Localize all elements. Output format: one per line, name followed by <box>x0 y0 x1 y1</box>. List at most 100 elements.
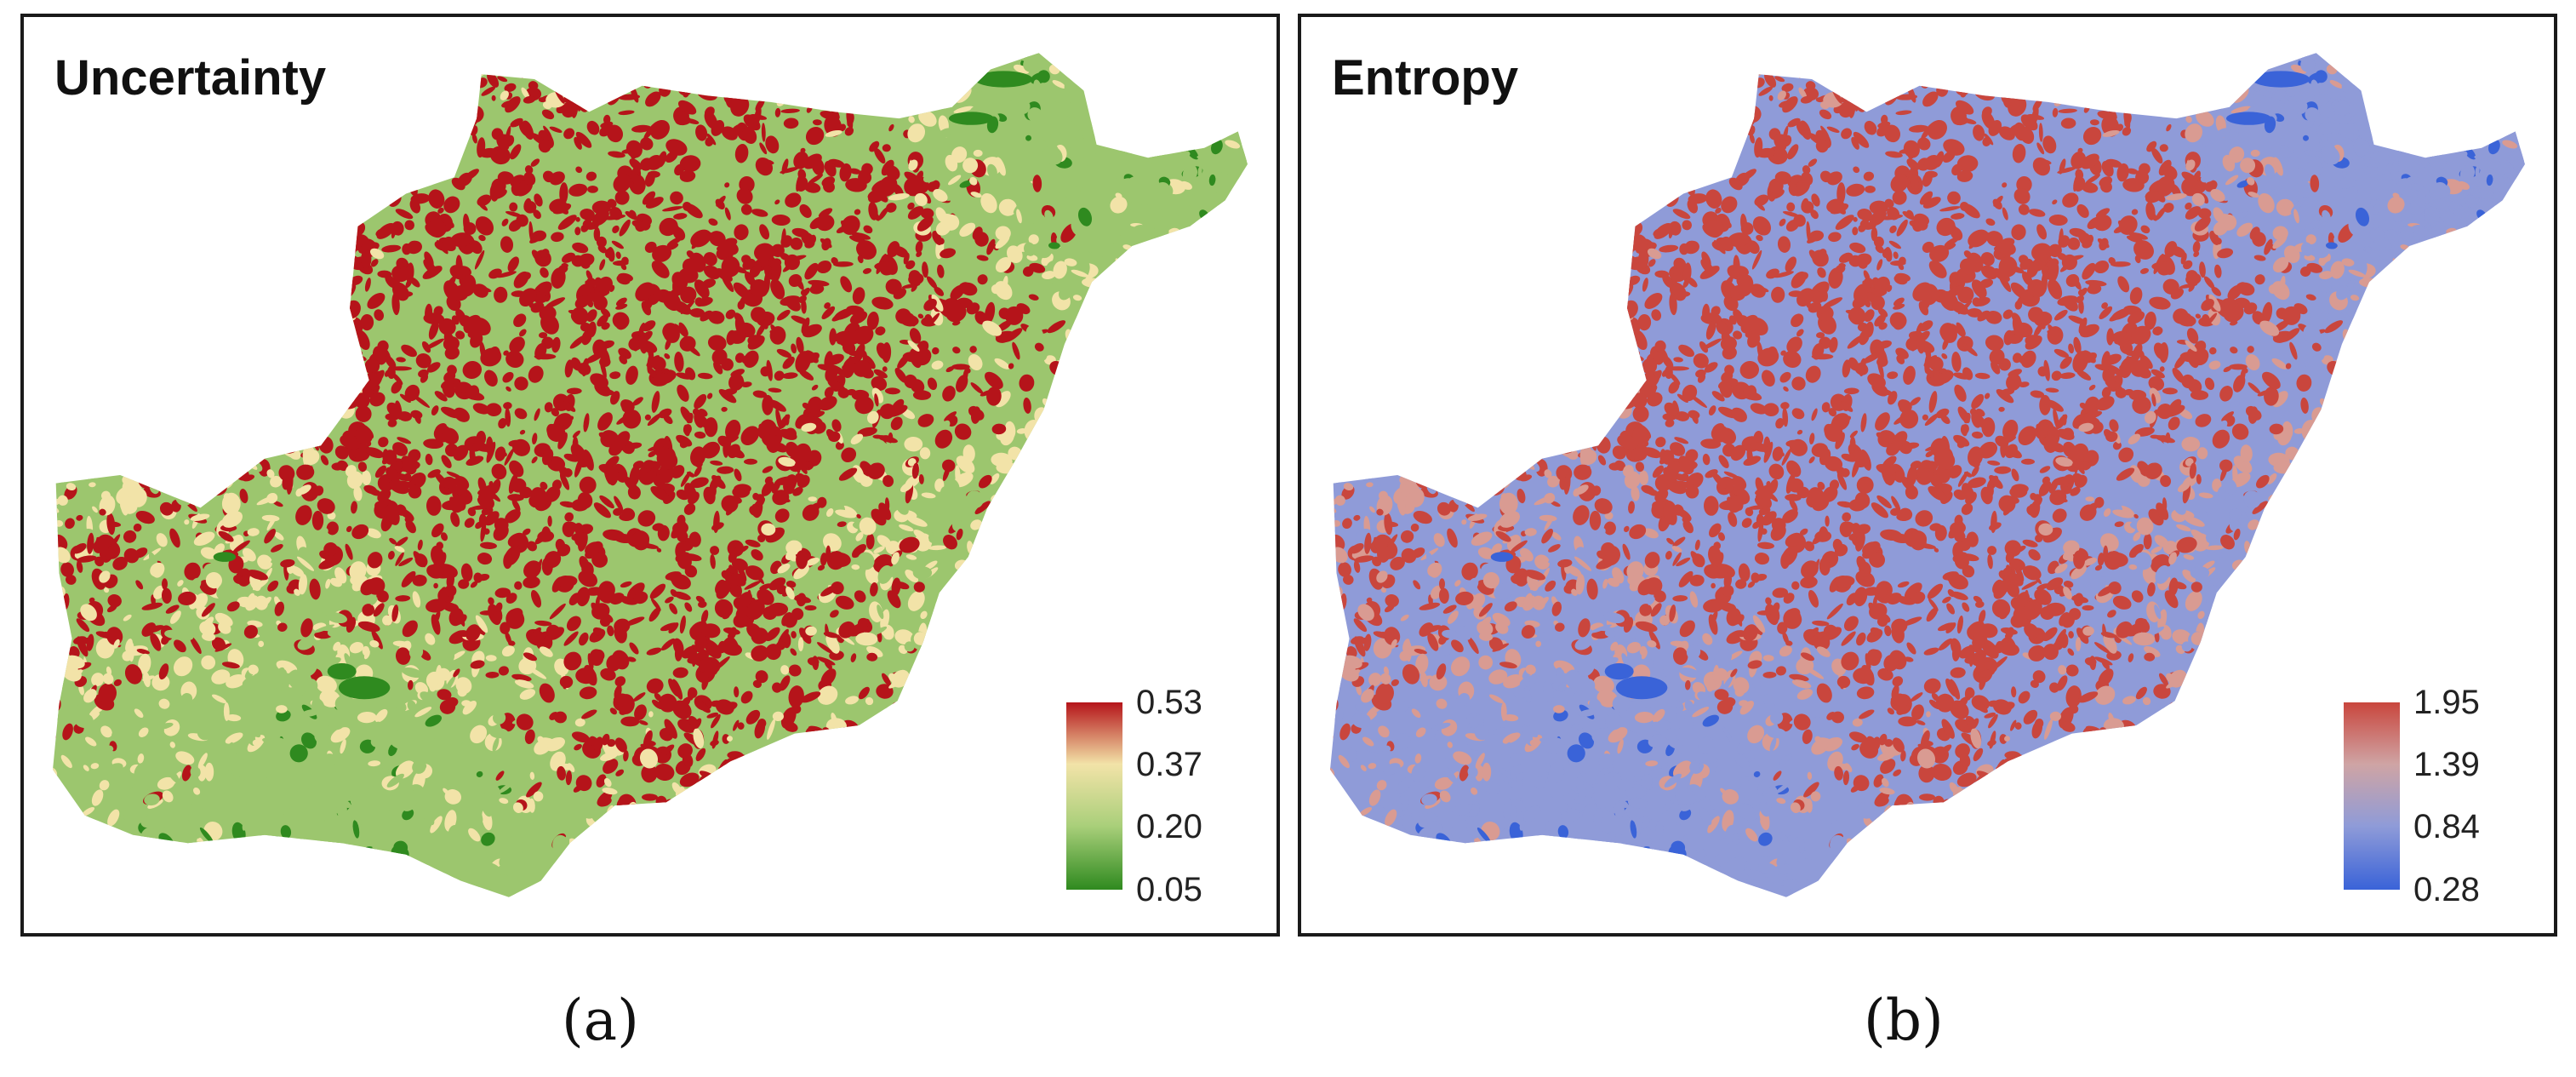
map-patch <box>827 897 837 908</box>
map-patch <box>1048 566 1061 587</box>
map-patch <box>214 467 229 488</box>
map-patch <box>366 186 386 201</box>
map-patch <box>849 56 864 71</box>
map-patch <box>797 751 810 767</box>
map-patch <box>457 53 477 66</box>
map-patch <box>1248 339 1259 352</box>
map-patch <box>962 679 974 694</box>
map-patch <box>999 516 1018 532</box>
map-patch <box>1090 328 1099 341</box>
map-patch <box>403 99 421 117</box>
map-patch <box>1118 60 1130 67</box>
map-patch <box>781 70 791 88</box>
map-patch <box>157 255 170 272</box>
map-patch <box>244 138 254 153</box>
map-patch <box>130 126 137 132</box>
map-patch <box>787 775 797 790</box>
map-patch <box>156 863 178 870</box>
map-patch <box>851 55 865 61</box>
map-patch <box>106 433 124 444</box>
map-patch <box>1223 407 1231 413</box>
map-patch <box>64 173 79 191</box>
map-patch <box>855 726 863 739</box>
map-patch <box>222 362 239 381</box>
map-patch <box>697 74 705 81</box>
map-patch <box>907 859 914 868</box>
map-patch <box>1037 556 1053 572</box>
map-patch <box>1147 107 1164 124</box>
map-patch <box>1074 362 1085 376</box>
map-patch <box>534 353 557 360</box>
map-patch <box>1169 604 1184 614</box>
map-patch <box>1122 254 1134 266</box>
map-patch <box>786 54 803 62</box>
map-patch <box>92 321 103 332</box>
map-patch <box>220 357 240 376</box>
map-patch <box>1156 134 1168 147</box>
map-patch <box>418 369 429 378</box>
map-patch <box>351 140 357 146</box>
map-patch <box>291 296 301 306</box>
map-patch <box>854 727 869 738</box>
map-patch <box>190 410 199 421</box>
map-patch <box>379 73 399 83</box>
map-patch <box>73 180 85 200</box>
map-patch <box>612 807 628 825</box>
map-patch <box>53 261 68 279</box>
map-patch <box>1237 309 1248 317</box>
map-patch <box>1053 557 1071 577</box>
map-patch <box>1223 416 1236 427</box>
map-patch <box>317 152 333 169</box>
map-patch <box>1207 390 1225 410</box>
map-patch <box>180 855 197 872</box>
map-patch <box>1255 467 1266 482</box>
map-patch <box>752 390 768 398</box>
map-patch <box>1139 125 1147 132</box>
map-patch <box>294 113 311 119</box>
map-patch <box>1113 673 1128 689</box>
map-patch <box>289 220 304 233</box>
map-patch <box>597 824 615 843</box>
map-patch <box>1110 381 1121 387</box>
map-patch <box>972 708 979 723</box>
map-patch <box>1209 388 1215 398</box>
map-patch <box>152 369 170 386</box>
map-patch <box>1172 87 1180 95</box>
map-patch <box>967 656 979 669</box>
map-patch <box>1247 428 1248 444</box>
map-patch <box>1157 480 1168 502</box>
map-patch <box>951 667 965 678</box>
map-patch <box>1078 584 1091 597</box>
map-patch <box>351 137 367 152</box>
map-patch <box>463 222 477 235</box>
map-patch <box>781 82 793 94</box>
map-patch <box>402 808 414 821</box>
map-patch <box>205 197 225 208</box>
map-patch <box>809 74 824 84</box>
map-patch <box>974 501 991 514</box>
map-patch <box>342 77 356 87</box>
map-patch <box>1105 606 1123 616</box>
map-patch <box>96 132 107 153</box>
map-patch <box>1150 312 1158 320</box>
map-patch <box>1158 314 1165 320</box>
map-patch <box>1033 723 1045 739</box>
map-patch <box>1196 561 1200 574</box>
map-patch <box>1082 571 1093 577</box>
map-patch <box>1068 59 1087 67</box>
map-patch <box>151 176 167 192</box>
map-patch <box>502 53 514 61</box>
map-patch <box>763 78 780 98</box>
map-patch <box>1181 384 1194 396</box>
map-patch <box>888 792 902 798</box>
map-patch <box>403 87 414 92</box>
map-patch <box>1141 598 1157 608</box>
map-patch <box>718 801 737 821</box>
map-patch <box>83 130 96 140</box>
map-patch <box>1162 547 1180 564</box>
map-patch <box>444 95 465 111</box>
map-patch <box>654 868 660 875</box>
map-patch <box>108 450 115 465</box>
map-patch <box>780 87 790 101</box>
map-patch <box>176 352 188 370</box>
